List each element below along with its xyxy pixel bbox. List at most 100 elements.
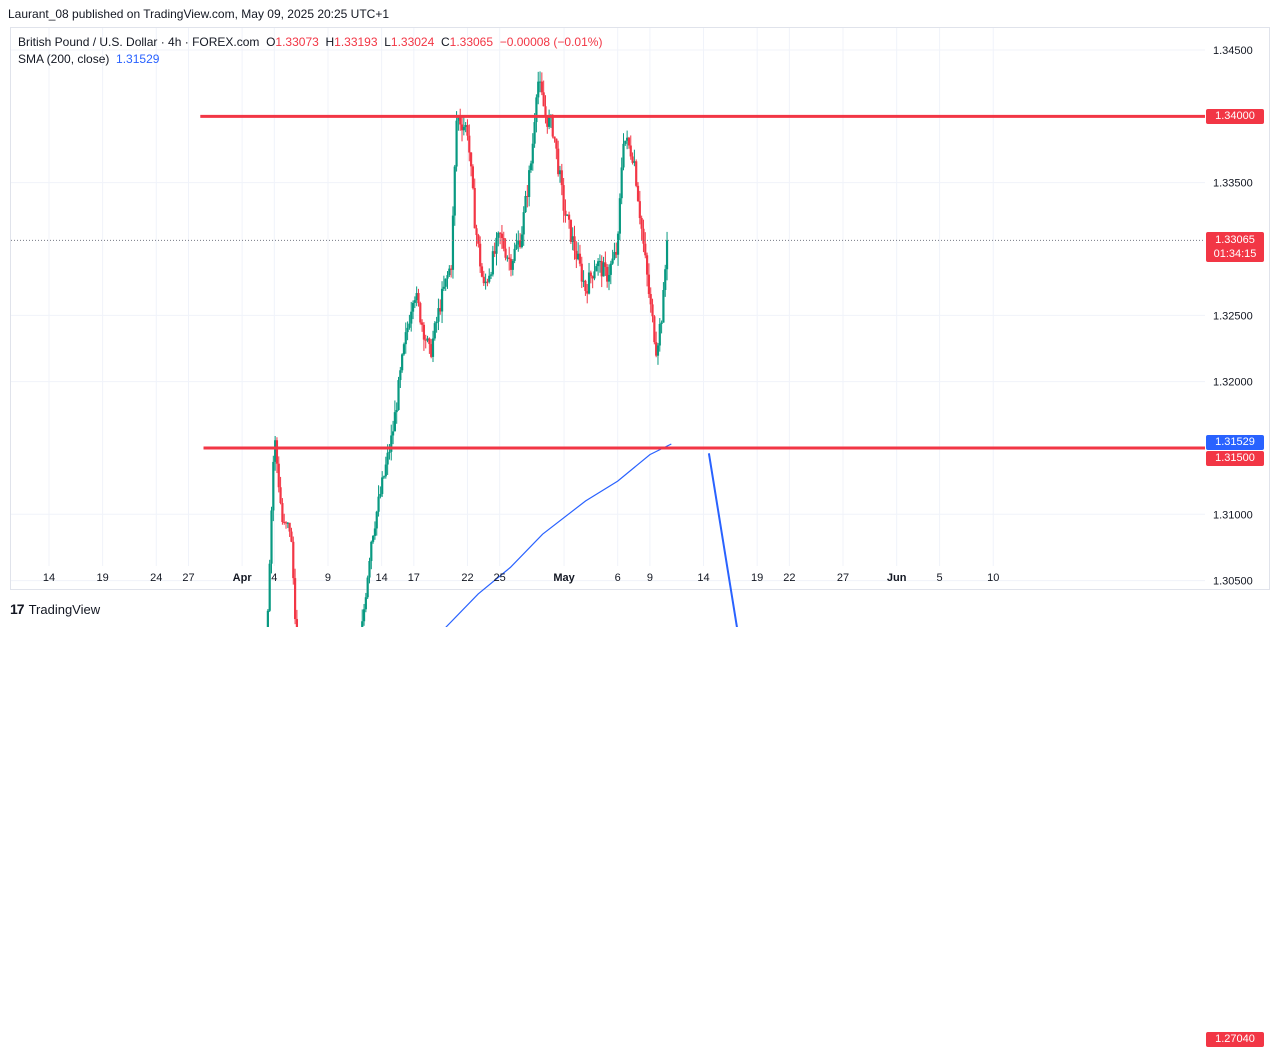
candle-body [488, 275, 491, 282]
candle-body [493, 251, 496, 254]
candle-body [582, 280, 585, 282]
candle-body [600, 261, 603, 277]
candle-body [604, 262, 607, 267]
x-tick-label: 4 [271, 572, 277, 584]
candle-body [473, 188, 476, 229]
publisher-credit: Laurant_08 published on TradingView.com,… [8, 7, 390, 21]
x-tick-label: 19 [97, 572, 109, 584]
candle-body [424, 339, 427, 341]
candle-body [551, 116, 554, 137]
candle-body [546, 115, 549, 127]
candle-body [511, 260, 514, 270]
candle-body [518, 240, 522, 248]
last-price-label: 1.33065 [1215, 234, 1255, 247]
legend: British Pound / U.S. Dollar · 4h · FOREX… [18, 34, 602, 68]
grid [11, 28, 1205, 582]
candle-body [279, 487, 282, 504]
candle-body [524, 196, 527, 213]
price-axis: 1.34500 1.33500 1.32500 1.32000 1.31000 1.305… [1213, 45, 1253, 588]
candle-body [284, 522, 288, 524]
y-tick-label: 1.32500 [1213, 310, 1253, 322]
candle-body [631, 156, 634, 163]
candle-body [489, 274, 493, 276]
candle-body [597, 261, 600, 267]
y-tick-label: 1.33500 [1213, 178, 1253, 190]
candle-body [664, 269, 667, 291]
candle-body [477, 235, 480, 244]
candle-body [495, 237, 498, 254]
candle-body [571, 236, 574, 242]
level-lines [11, 114, 1205, 450]
candle-body [553, 136, 556, 139]
candle-body [586, 290, 589, 294]
candle-body [455, 120, 458, 167]
candle-body [484, 281, 487, 284]
symbol-title[interactable]: British Pound / U.S. Dollar · 4h · FOREX… [18, 35, 260, 49]
candle-body [665, 240, 669, 270]
candle-body [502, 238, 505, 249]
candle-body [575, 250, 578, 260]
candle-body [286, 522, 289, 524]
candle-body [362, 609, 366, 622]
tradingview-logo-icon[interactable]: 17 [10, 601, 25, 617]
candle-body [450, 268, 453, 270]
candle-body [522, 212, 525, 235]
x-tick-label: 19 [751, 572, 763, 584]
candle-body [379, 493, 382, 497]
candle-body [589, 272, 592, 277]
candle-body [384, 464, 387, 477]
candle-body [497, 232, 500, 238]
sma-label[interactable]: SMA (200, close) [18, 52, 110, 66]
tradingview-brand[interactable]: TradingView [28, 601, 101, 617]
candle-body [626, 137, 629, 141]
legend-ohlc-row: British Pound / U.S. Dollar · 4h · FOREX… [18, 34, 602, 51]
candle-body [272, 461, 275, 511]
candle-body [562, 185, 565, 211]
candles [266, 71, 669, 627]
candle-body [606, 266, 609, 282]
level-tag-1.34000: 1.34000 [1206, 108, 1264, 124]
low-label: L [384, 35, 391, 49]
candle-body [613, 251, 616, 259]
candle-body [627, 137, 631, 146]
candle-body [277, 463, 280, 488]
candle-body [386, 452, 389, 465]
candle-body [587, 272, 591, 294]
chart-frame [10, 27, 1270, 590]
candle-body [479, 243, 482, 267]
x-tick-label: 14 [43, 572, 55, 584]
candle-body [529, 163, 533, 171]
y-tick-label: 1.32000 [1213, 377, 1253, 389]
candle-body [544, 106, 547, 116]
candle-body [611, 258, 614, 264]
candle-body [372, 535, 375, 542]
candle-body [537, 81, 540, 98]
candle-body [540, 81, 543, 93]
candle-body [442, 286, 445, 289]
sma-layer [445, 443, 672, 627]
candle-body [644, 243, 647, 256]
footer: 17 TradingView [10, 601, 100, 617]
candle-body [649, 294, 652, 305]
candle-body [274, 440, 277, 462]
candle-body [528, 170, 531, 197]
candle-body [468, 135, 471, 153]
candle-body [415, 293, 418, 301]
candle-body [645, 255, 649, 275]
candle-body [393, 412, 396, 432]
change-value: −0.00008 (−0.01%) [499, 35, 603, 49]
x-tick-label: 27 [182, 572, 194, 584]
candle-body [459, 117, 462, 125]
candle-body [566, 214, 569, 216]
candle-body [491, 251, 494, 275]
x-tick-label: 9 [325, 572, 331, 584]
candle-body [482, 276, 485, 284]
candle-body [555, 138, 558, 149]
chart[interactable]: 1.34500 1.33500 1.32500 1.32000 1.31000 1.305… [0, 0, 1281, 627]
candle-body [375, 511, 378, 529]
candle-body [446, 275, 449, 279]
open-label: O [266, 35, 276, 49]
candle-body [542, 92, 545, 107]
candle-body [533, 122, 536, 144]
candle-body [388, 451, 391, 453]
